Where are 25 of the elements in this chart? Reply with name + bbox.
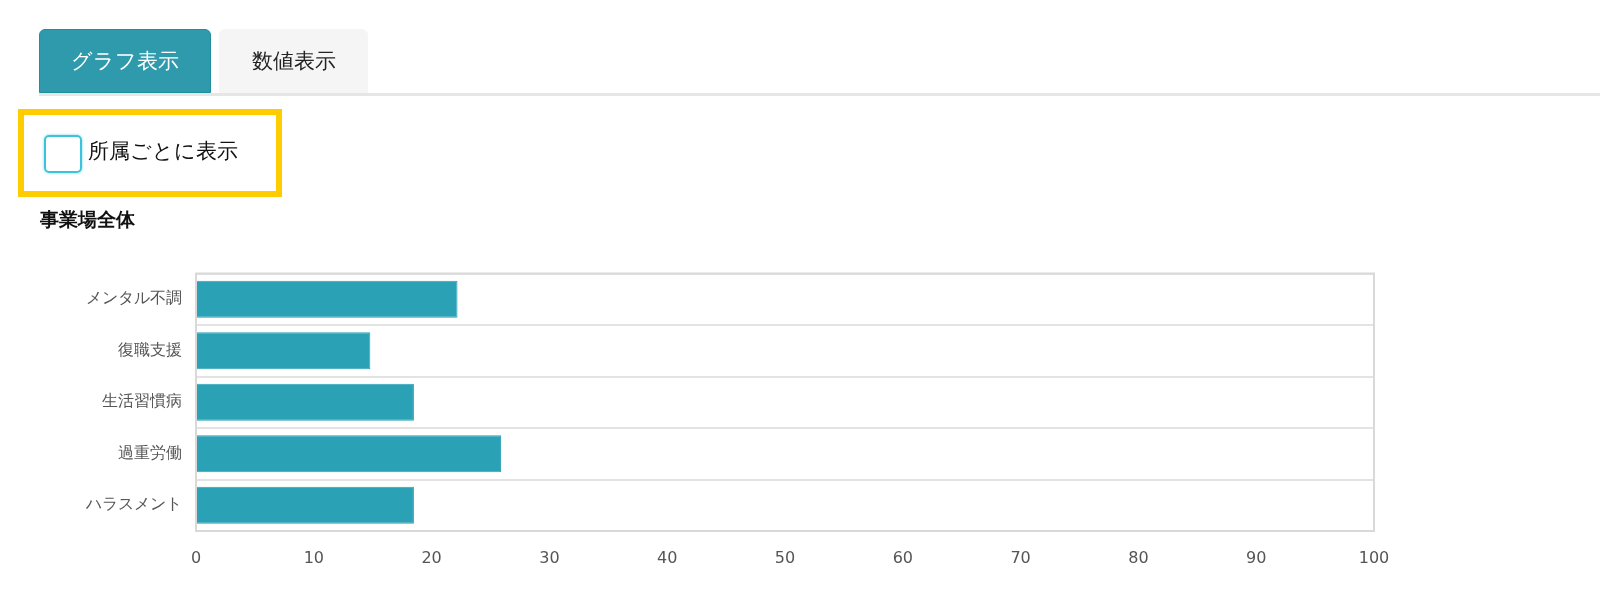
x-tick-label: 100: [1358, 547, 1390, 567]
text: 数値表示: [219, 29, 368, 93]
y-tick-label: メンタル不調: [86, 288, 182, 308]
bar: [196, 280, 458, 318]
y-tick-label: ハラスメント: [85, 494, 182, 514]
x-tick-label: 20: [421, 547, 442, 567]
x-tick-label: 70: [1010, 547, 1031, 567]
y-tick-label: 生活習慣病: [102, 391, 182, 411]
bar: [196, 486, 414, 524]
text: グラフ表示: [39, 29, 211, 93]
x-tick-label: 30: [539, 547, 560, 567]
x-tick-label: 10: [303, 547, 324, 567]
chart-title: 事業場全体: [40, 207, 135, 232]
bar: [196, 383, 414, 421]
text: 所属ごとに表示: [88, 138, 238, 165]
x-tick-label: 40: [657, 547, 678, 567]
y-tick-label: 復職支援: [118, 339, 182, 359]
x-tick-label: 90: [1246, 547, 1267, 567]
y-tick-label: 過重労働: [118, 442, 182, 462]
bar: [196, 332, 371, 370]
x-tick-label: 0: [190, 547, 202, 567]
x-tick-label: 50: [774, 547, 796, 567]
bar: [196, 435, 502, 473]
x-tick-label: 80: [1128, 547, 1149, 567]
x-tick-label: 60: [892, 547, 913, 567]
